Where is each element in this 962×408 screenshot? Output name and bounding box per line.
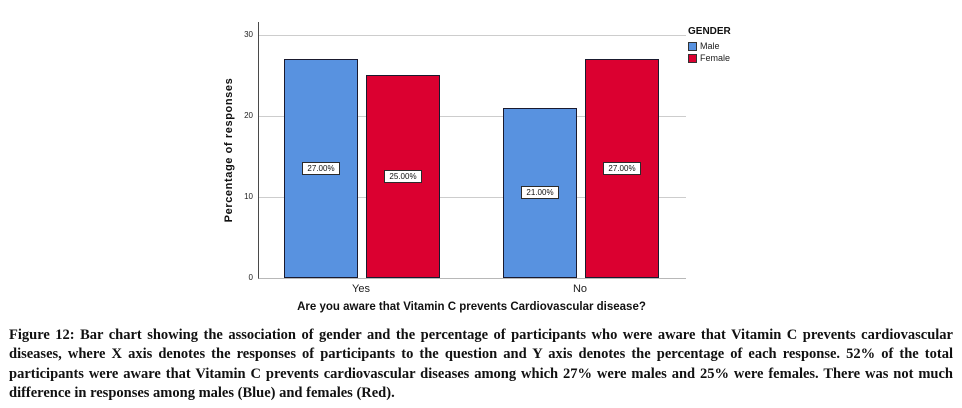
x-tick-label-yes: Yes — [352, 283, 370, 295]
legend-item-female: Female — [688, 53, 731, 63]
gridline-30 — [259, 35, 686, 36]
y-tick-label-10: 10 — [244, 192, 253, 201]
x-tick-label-no: No — [572, 283, 588, 295]
bar-chart: Percentage of responses 27.00% 25.00% 21.0… — [223, 22, 731, 313]
bar-value-label-yes-male: 27.00% — [302, 161, 340, 175]
gridline-20 — [259, 116, 686, 117]
x-axis-title: Are you aware that Vitamin C prevents Ca… — [297, 301, 646, 313]
legend-title: GENDER — [688, 26, 731, 37]
legend-item-male: Male — [688, 41, 731, 51]
gridline-10 — [259, 197, 686, 198]
bar-value-label-no-male: 21.00% — [521, 186, 559, 199]
female-swatch-icon — [688, 53, 697, 63]
legend: GENDER Male Female — [688, 26, 731, 63]
plot-area: 27.00% 25.00% 21.00% 27.00% — [258, 22, 686, 279]
y-tick-label-0: 0 — [248, 273, 253, 282]
bar-value-label-no-female: 27.00% — [603, 161, 641, 175]
legend-items: Male Female — [688, 41, 731, 63]
legend-label-male: Male — [700, 41, 720, 51]
male-swatch-icon — [688, 41, 697, 51]
bar-value-label-yes-female: 25.00% — [384, 169, 422, 183]
legend-label-female: Female — [700, 53, 731, 63]
y-tick-label-30: 30 — [244, 30, 253, 39]
figure-caption: Figure 12: Bar chart showing the associa… — [9, 327, 953, 402]
y-tick-label-20: 20 — [244, 111, 253, 120]
